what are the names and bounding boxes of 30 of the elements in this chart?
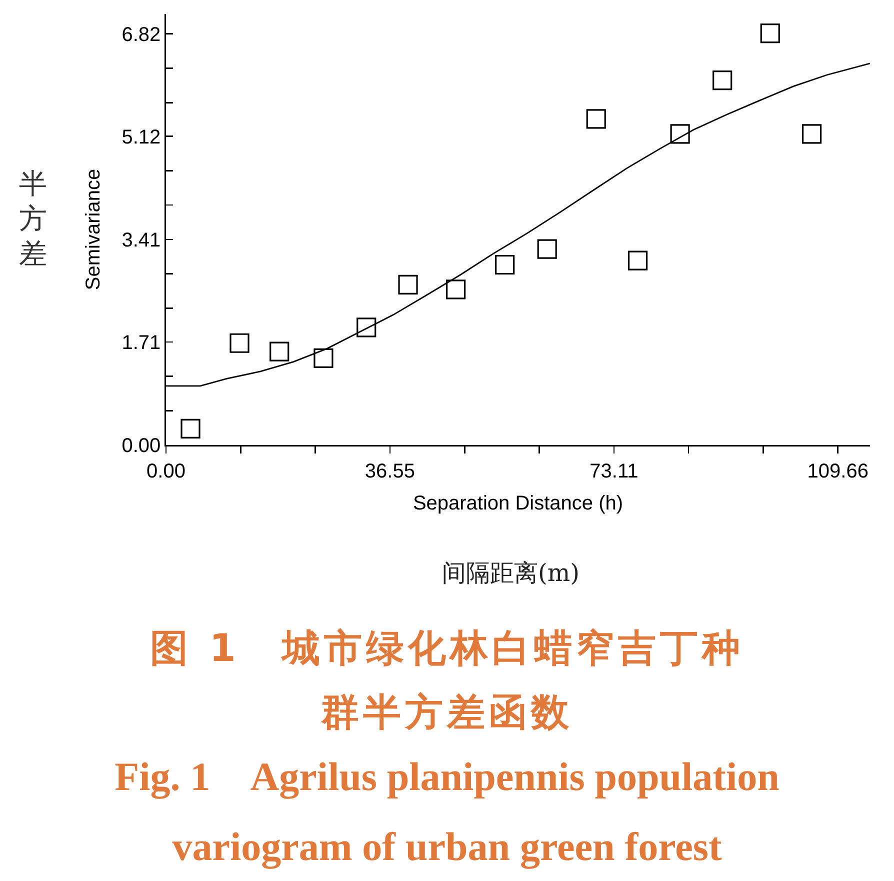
- point: [495, 254, 515, 275]
- point: [270, 342, 290, 362]
- text: 间隔距离(m): [442, 559, 580, 587]
- point: [314, 348, 334, 368]
- x-axis-title: Separation Distance (h): [412, 492, 624, 515]
- point: [670, 124, 690, 144]
- y-tick-label: 3.41: [122, 229, 161, 252]
- x-tick-label: 36.55: [364, 460, 415, 482]
- x-tick-label: 73.11: [590, 460, 638, 482]
- y-axis-title: Semivariance: [82, 168, 104, 290]
- y-tick-label: 5.12: [122, 126, 161, 148]
- point: [356, 318, 376, 338]
- point: [180, 418, 200, 439]
- y-tick-label: 6.82: [122, 24, 161, 46]
- point: [230, 333, 250, 353]
- y-tick-label: 0.00: [122, 435, 161, 457]
- point: [537, 239, 557, 259]
- y-tick-label: 1.71: [122, 332, 161, 354]
- point: [802, 124, 822, 144]
- point: [446, 280, 466, 300]
- text: Fig. 1 Agrilus planipennis population variogram of urban green forest: [114, 753, 780, 871]
- text: 图 1 城市绿化林白蜡窄吉丁种群半方差函数: [149, 625, 745, 736]
- point: [628, 250, 648, 270]
- x-tick-label: 0.00: [146, 460, 186, 482]
- point: [712, 70, 732, 90]
- point: [760, 23, 780, 44]
- x-tick-label: 109.66: [807, 460, 868, 482]
- text: 半方差: [18, 166, 48, 271]
- point: [586, 109, 606, 129]
- point: [398, 274, 418, 294]
